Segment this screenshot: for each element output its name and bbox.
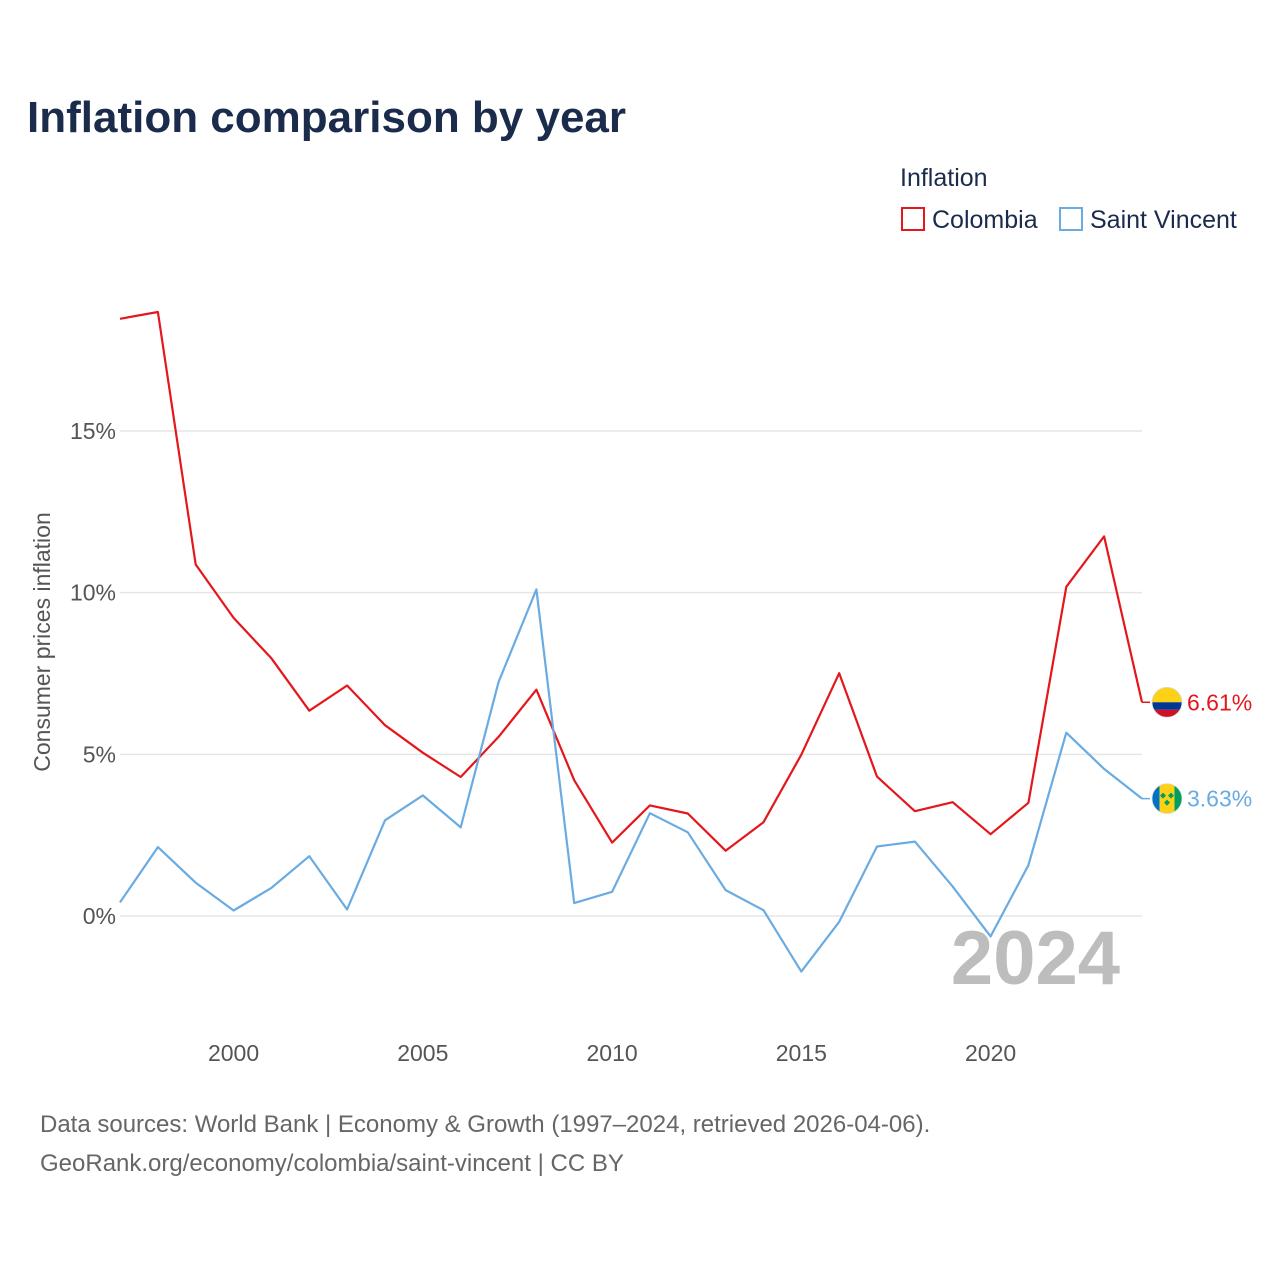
colombia-flag-icon [1151, 686, 1183, 718]
end-value-label-saint-vincent: 3.63% [1187, 786, 1252, 812]
legend-item-colombia[interactable]: Colombia [901, 206, 1038, 234]
end-value-label-colombia: 6.61% [1187, 689, 1252, 715]
source-line-2[interactable]: GeoRank.org/economy/colombia/saint-vince… [40, 1150, 624, 1177]
saint-vincent-flag-icon [1151, 783, 1183, 815]
legend-title: Inflation [900, 164, 988, 192]
legend-label-colombia: Colombia [932, 206, 1038, 234]
series-lines [119, 310, 1144, 973]
y-tick-label: 10% [70, 580, 116, 606]
x-tick-label: 2015 [776, 1040, 827, 1066]
y-axis-title: Consumer prices inflation [29, 512, 55, 772]
gridlines [120, 430, 1142, 917]
y-tick-label: 0% [83, 903, 116, 929]
year-watermark: 2024 [951, 916, 1120, 1001]
legend: Inflation Colombia Saint Vincent [900, 164, 1237, 234]
y-axis-ticks: 0% 5% 10% 15% [70, 418, 116, 929]
chart-title: Inflation comparison by year [27, 93, 626, 142]
x-axis-ticks: 2000 2005 2010 2015 2020 [208, 1040, 1016, 1066]
x-tick-label: 2010 [586, 1040, 637, 1066]
series-end-labels: 6.61% 3.63% [1142, 686, 1252, 815]
series-line-colombia[interactable] [119, 310, 1144, 852]
series-line-saint-vincent[interactable] [119, 588, 1143, 973]
legend-swatch-colombia [901, 207, 925, 231]
source-line-1: Data sources: World Bank | Economy & Gro… [40, 1111, 930, 1138]
x-tick-label: 2020 [965, 1040, 1016, 1066]
y-tick-label: 15% [70, 418, 116, 444]
legend-item-saint-vincent[interactable]: Saint Vincent [1059, 206, 1237, 234]
x-tick-label: 2000 [208, 1040, 259, 1066]
legend-swatch-saint-vincent [1059, 207, 1083, 231]
y-tick-label: 5% [83, 741, 116, 767]
legend-label-saint-vincent: Saint Vincent [1090, 206, 1237, 234]
x-tick-label: 2005 [397, 1040, 448, 1066]
